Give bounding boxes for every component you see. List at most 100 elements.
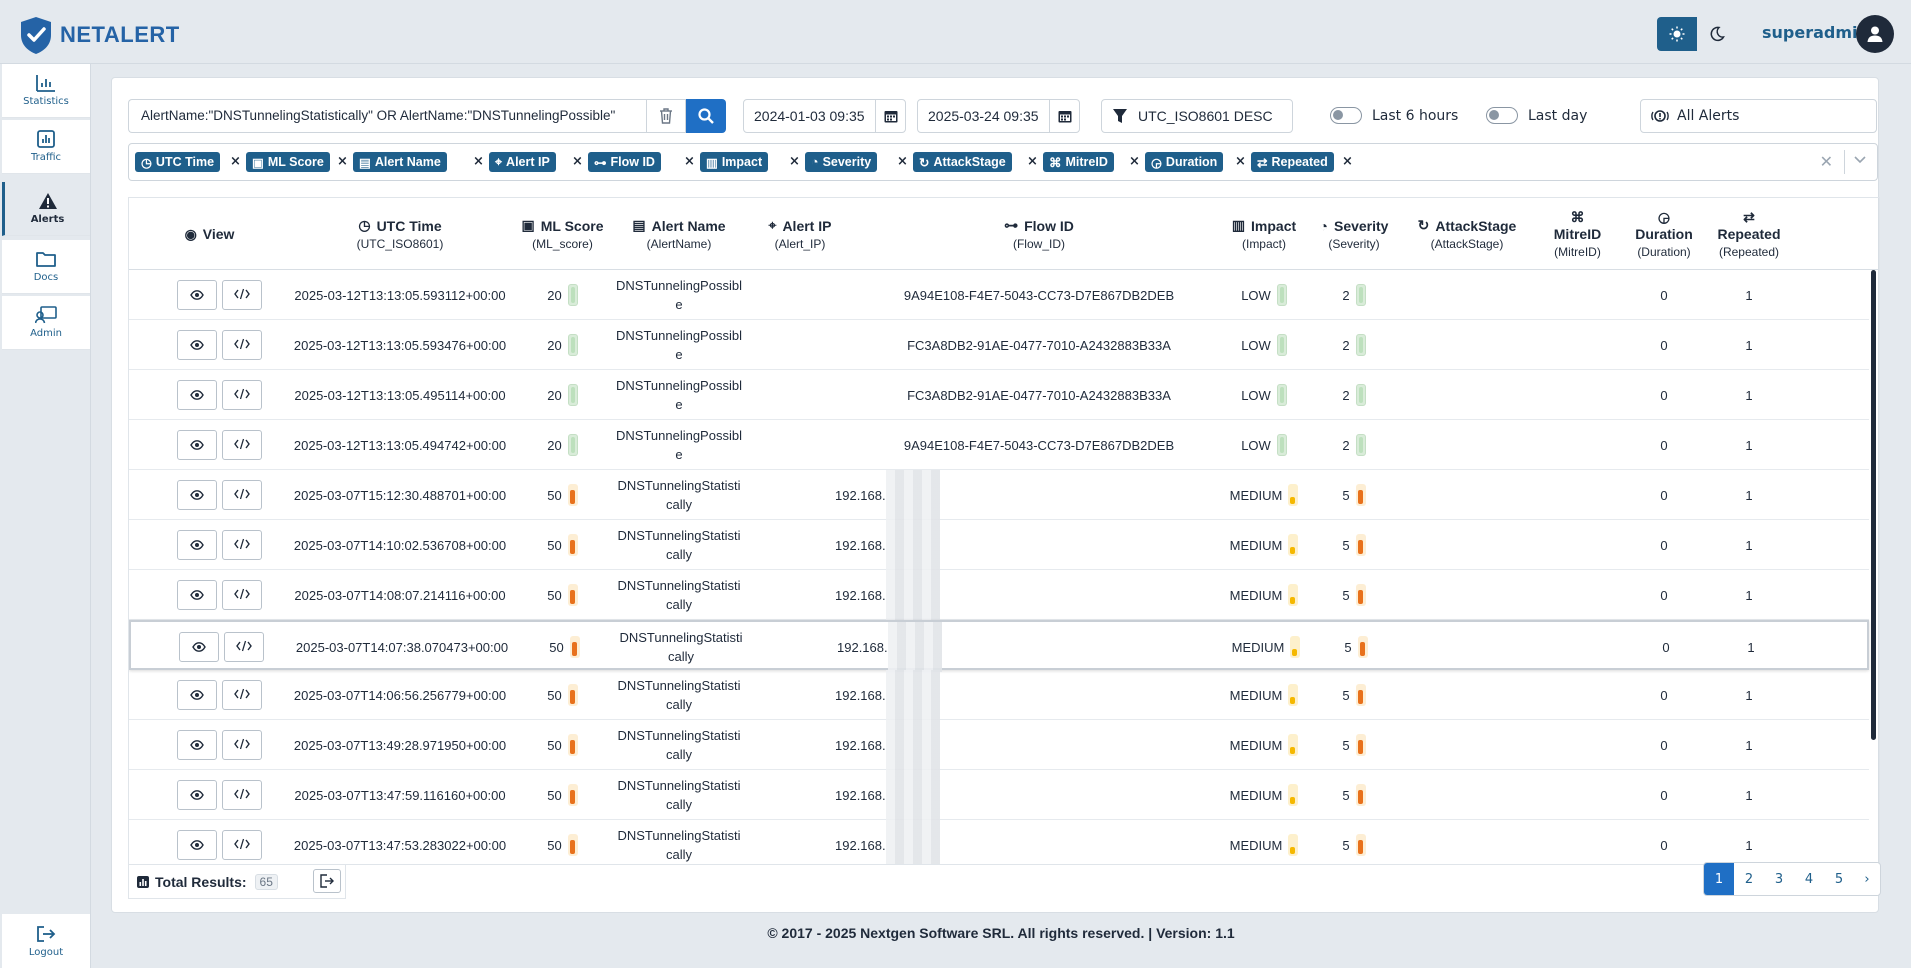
export-button[interactable]: [313, 869, 341, 893]
table-row[interactable]: 2025-03-07T13:47:53.283022+00:00 50 DNSTun…: [129, 820, 1869, 864]
remove-chip-ml-score[interactable]: ×: [337, 154, 348, 169]
view-raw-button[interactable]: [222, 430, 262, 460]
search-button[interactable]: [686, 99, 726, 133]
remove-chip-flow-id[interactable]: ×: [684, 154, 695, 169]
chevron-down-icon[interactable]: [1853, 152, 1867, 166]
chip-utc-time[interactable]: ◷ UTC Time: [135, 152, 221, 172]
view-alert-button[interactable]: [177, 330, 217, 360]
remove-chip-repeated[interactable]: ×: [1342, 154, 1353, 169]
logout-button[interactable]: Logout: [2, 914, 90, 968]
view-alert-button[interactable]: [177, 580, 217, 610]
date-to-input[interactable]: 2025-03-24 09:35: [917, 99, 1080, 133]
page-1-button[interactable]: 1: [1704, 863, 1734, 895]
view-raw-button[interactable]: [222, 580, 262, 610]
view-raw-button[interactable]: [222, 530, 262, 560]
view-raw-button[interactable]: [224, 632, 264, 662]
view-raw-button[interactable]: [222, 830, 262, 860]
chip-alert-ip[interactable]: ⌖ Alert IP: [489, 152, 556, 172]
chip-impact[interactable]: ▥ Impact: [700, 152, 769, 172]
col-impact[interactable]: ▥ Impact (Impact): [1231, 217, 1297, 251]
remove-chip-severity[interactable]: ×: [897, 154, 908, 169]
view-alert-button[interactable]: [179, 632, 219, 662]
username[interactable]: superadmin: [1762, 23, 1869, 42]
chip-alert-name[interactable]: ▤ Alert Name: [353, 152, 447, 172]
view-raw-button[interactable]: [222, 330, 262, 360]
view-raw-button[interactable]: [222, 480, 262, 510]
col-flow-id[interactable]: ⊶ Flow ID (Flow_ID): [1004, 217, 1074, 251]
chip-mitreid[interactable]: ⌘ MitreID: [1043, 152, 1114, 172]
table-row[interactable]: 2025-03-07T14:07:38.070473+00:00 50 DNSTun…: [129, 620, 1869, 672]
col-utc-time[interactable]: ◷ UTC Time (UTC_ISO8601): [356, 217, 444, 251]
view-alert-button[interactable]: [177, 680, 217, 710]
chip-attackstage[interactable]: ↻ AttackStage: [913, 152, 1012, 172]
table-row[interactable]: 2025-03-12T13:13:05.593112+00:00 20 DNSTun…: [129, 270, 1869, 320]
dark-mode-button[interactable]: [1697, 17, 1737, 51]
light-mode-button[interactable]: [1657, 17, 1697, 51]
brand-logo[interactable]: NETALERT: [18, 15, 180, 55]
col-view[interactable]: ◉ View: [184, 225, 235, 243]
col-attackstage[interactable]: ↻ AttackStage (AttackStage): [1417, 217, 1517, 251]
view-alert-button[interactable]: [177, 780, 217, 810]
last-6-hours-toggle[interactable]: Last 6 hours: [1330, 107, 1458, 124]
table-row[interactable]: 2025-03-07T14:08:07.214116+00:00 50 DNSTun…: [129, 570, 1869, 620]
table-row[interactable]: 2025-03-12T13:13:05.593476+00:00 20 DNSTun…: [129, 320, 1869, 370]
table-row[interactable]: 2025-03-12T13:13:05.494742+00:00 20 DNSTun…: [129, 420, 1869, 470]
sidebar-item-statistics[interactable]: Statistics: [2, 64, 90, 118]
sidebar-item-docs[interactable]: Docs: [2, 240, 90, 294]
view-raw-button[interactable]: [222, 280, 262, 310]
toggle-switch[interactable]: [1486, 107, 1518, 124]
remove-chip-utc-time[interactable]: ×: [230, 154, 241, 169]
col-mitreid[interactable]: ⌘ MitreID (MitreID): [1553, 209, 1602, 259]
toggle-switch[interactable]: [1330, 107, 1362, 124]
chip-duration[interactable]: ◶ Duration: [1145, 152, 1224, 172]
user-avatar[interactable]: [1856, 15, 1894, 53]
theme-toggle[interactable]: [1657, 17, 1737, 51]
calendar-icon[interactable]: [875, 100, 905, 132]
view-raw-button[interactable]: [222, 680, 262, 710]
page-5-button[interactable]: 5: [1824, 863, 1854, 895]
view-raw-button[interactable]: [222, 780, 262, 810]
clear-chips-icon[interactable]: ✕: [1819, 152, 1833, 171]
col-ml-score[interactable]: ▣ ML Score (ML_score): [521, 217, 604, 251]
remove-chip-attackstage[interactable]: ×: [1027, 154, 1038, 169]
sidebar-item-traffic[interactable]: Traffic: [2, 120, 90, 174]
col-duration[interactable]: ◶ Duration (Duration): [1635, 209, 1693, 259]
chip-ml-score[interactable]: ▣ ML Score: [246, 152, 330, 172]
alert-scope-select[interactable]: All Alerts: [1640, 99, 1877, 133]
view-raw-button[interactable]: [222, 380, 262, 410]
table-row[interactable]: 2025-03-12T13:13:05.495114+00:00 20 DNSTun…: [129, 370, 1869, 420]
view-alert-button[interactable]: [177, 380, 217, 410]
chip-severity[interactable]: ◔ Severity: [805, 152, 878, 172]
view-alert-button[interactable]: [177, 280, 217, 310]
last-day-toggle[interactable]: Last day: [1486, 107, 1587, 124]
col-repeated[interactable]: ⇄ Repeated (Repeated): [1717, 209, 1781, 259]
page-4-button[interactable]: 4: [1794, 863, 1824, 895]
view-alert-button[interactable]: [177, 730, 217, 760]
vertical-scrollbar[interactable]: [1871, 270, 1876, 740]
sidebar-item-alerts[interactable]: Alerts: [2, 182, 90, 236]
sort-select[interactable]: UTC_ISO8601 DESC: [1101, 99, 1293, 133]
view-alert-button[interactable]: [177, 480, 217, 510]
view-alert-button[interactable]: [177, 430, 217, 460]
view-alert-button[interactable]: [177, 530, 217, 560]
remove-chip-duration[interactable]: ×: [1235, 154, 1246, 169]
date-from-input[interactable]: 2024-01-03 09:35: [743, 99, 906, 133]
col-alert-ip[interactable]: ⌖ Alert IP (Alert_IP): [768, 217, 832, 251]
table-row[interactable]: 2025-03-07T14:10:02.536708+00:00 50 DNSTun…: [129, 520, 1869, 570]
col-alert-name[interactable]: ▤ Alert Name (AlertName): [632, 217, 726, 251]
clear-query-button[interactable]: [646, 99, 686, 133]
page-2-button[interactable]: 2: [1734, 863, 1764, 895]
chip-flow-id[interactable]: ⊶ Flow ID: [588, 152, 661, 172]
next-page-button[interactable]: ›: [1854, 863, 1880, 895]
table-row[interactable]: 2025-03-07T15:12:30.488701+00:00 50 DNSTun…: [129, 470, 1869, 520]
remove-chip-impact[interactable]: ×: [789, 154, 800, 169]
remove-chip-alert-ip[interactable]: ×: [572, 154, 583, 169]
sidebar-item-admin[interactable]: Admin: [2, 296, 90, 350]
remove-chip-alert-name[interactable]: ×: [473, 154, 484, 169]
view-alert-button[interactable]: [177, 830, 217, 860]
view-raw-button[interactable]: [222, 730, 262, 760]
page-3-button[interactable]: 3: [1764, 863, 1794, 895]
col-severity[interactable]: ◔ Severity (Severity): [1319, 217, 1389, 251]
remove-chip-mitreid[interactable]: ×: [1129, 154, 1140, 169]
chip-repeated[interactable]: ⇄ Repeated: [1251, 152, 1334, 172]
